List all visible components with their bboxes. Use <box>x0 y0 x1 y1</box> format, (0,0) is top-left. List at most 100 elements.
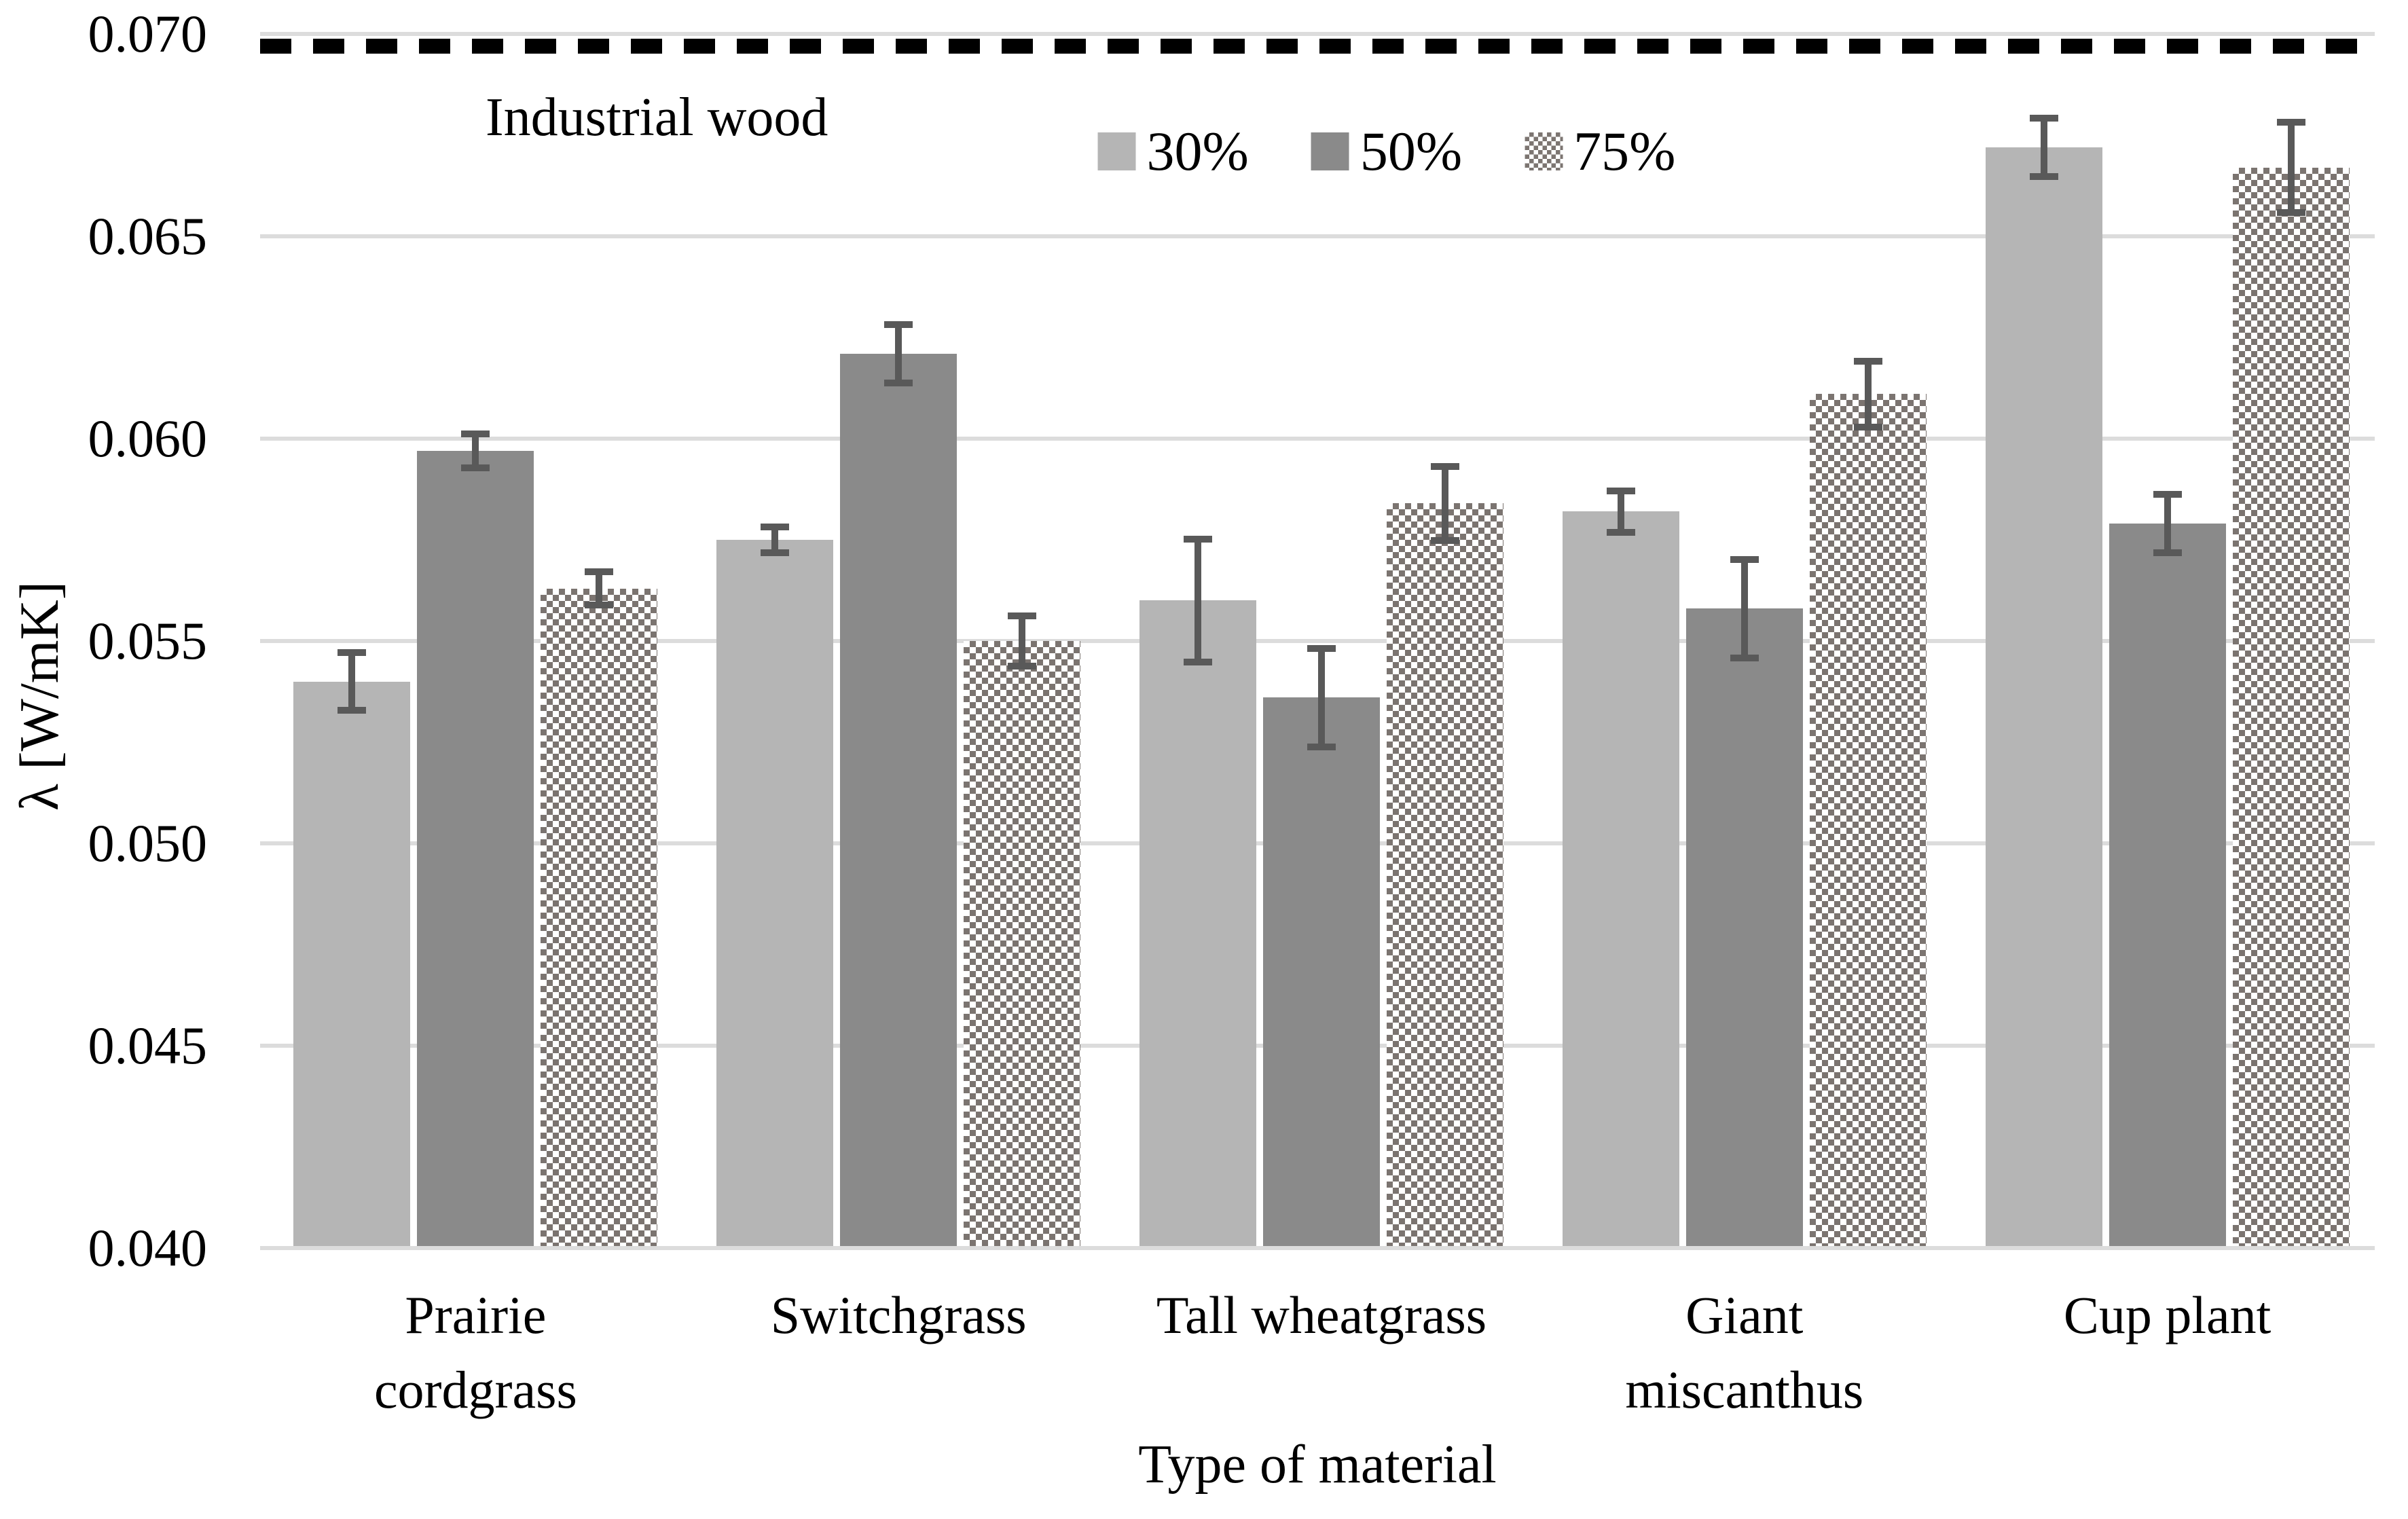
error-bar-stem <box>348 648 356 714</box>
gridline-0.065 <box>260 234 2375 238</box>
error-bar-cap-bottom <box>2276 209 2305 217</box>
error-bar-stem <box>2287 119 2295 217</box>
error-bar-cap-top <box>884 321 913 329</box>
error-bar-cap-top <box>2276 119 2305 126</box>
error-bar-50%-switchgrass <box>884 321 913 386</box>
x-category-label-line: Cup plant <box>2063 1285 2272 1344</box>
error-bar-cap-bottom <box>338 707 367 714</box>
error-bar-cap-top <box>461 431 490 438</box>
y-tick-label: 0.055 <box>88 611 208 670</box>
error-bar-stem <box>1019 612 1026 670</box>
legend: 30% 50% 75% <box>1097 120 1675 182</box>
x-category-label-line: Switchgrass <box>770 1285 1027 1344</box>
error-bar-cap-top <box>1184 536 1212 543</box>
error-bar-75%-prairie-cordgrass <box>585 568 614 609</box>
bar-30%-tall-wheatgrass <box>1139 600 1256 1250</box>
reference-line-label: Industrial wood <box>486 88 828 147</box>
error-bar-stem <box>2040 115 2047 180</box>
bar-50%-giant-miscanthus <box>1685 608 1803 1250</box>
x-category-label-cup-plant: Cup plant <box>1950 1278 2385 1353</box>
legend-label: 50% <box>1360 120 1463 182</box>
error-bar-cap-top <box>1730 555 1759 563</box>
x-category-label-giant-miscanthus: Giant miscanthus <box>1527 1278 1962 1427</box>
bar-30%-giant-miscanthus <box>1562 511 1679 1250</box>
x-axis-title: Type of material <box>1138 1435 1497 1495</box>
error-bar-cap-bottom <box>761 549 790 556</box>
error-bar-30%-prairie-cordgrass <box>338 648 367 714</box>
error-bar-50%-cup-plant <box>2153 491 2182 556</box>
error-bar-cap-top <box>2153 491 2182 498</box>
bar-50%-tall-wheatgrass <box>1263 697 1380 1250</box>
error-bar-stem <box>1864 357 1872 431</box>
error-bar-stem <box>1442 462 1448 544</box>
error-bar-75%-tall-wheatgrass <box>1431 462 1459 544</box>
x-category-label-tall-wheatgrass: Tall wheatgrass <box>1104 1278 1539 1353</box>
error-bar-50%-giant-miscanthus <box>1730 555 1759 661</box>
error-bar-50%-tall-wheatgrass <box>1307 644 1336 750</box>
legend-label: 30% <box>1146 120 1249 182</box>
error-bar-cap-bottom <box>1431 536 1459 544</box>
error-bar-cap-bottom <box>1307 743 1336 750</box>
bar-75%-cup-plant <box>2232 167 2350 1250</box>
x-category-label-line: Tall wheatgrass <box>1156 1285 1487 1344</box>
bar-75%-giant-miscanthus <box>1809 394 1927 1250</box>
gridline-0.040 <box>260 1246 2375 1250</box>
y-tick-label: 0.070 <box>88 4 208 63</box>
y-tick-label: 0.065 <box>88 206 208 266</box>
gridline-0.055 <box>260 639 2375 643</box>
error-bar-stem <box>1194 536 1201 665</box>
error-bar-cap-bottom <box>2029 172 2058 180</box>
error-bar-cap-bottom <box>1730 654 1759 661</box>
error-bar-stem <box>596 568 603 609</box>
legend-swatch-30%-icon <box>1097 132 1136 170</box>
x-category-label-prairie-cordgrass: Prairie cordgrass <box>258 1278 693 1427</box>
bar-50%-cup-plant <box>2109 524 2226 1250</box>
error-bar-cap-bottom <box>1853 424 1882 431</box>
error-bar-30%-tall-wheatgrass <box>1184 536 1212 665</box>
error-bar-cap-top <box>338 648 367 656</box>
error-bar-cap-top <box>1853 357 1882 365</box>
x-category-label-line: miscanthus <box>1625 1360 1864 1419</box>
y-tick-label: 0.050 <box>88 813 208 873</box>
error-bar-30%-giant-miscanthus <box>1606 487 1635 536</box>
error-bar-cap-top <box>1606 487 1635 494</box>
x-category-label-switchgrass: Switchgrass <box>681 1278 1116 1353</box>
legend-label: 75% <box>1573 120 1676 182</box>
reference-line-industrial-wood <box>260 38 2375 54</box>
error-bar-cap-bottom <box>2153 549 2182 556</box>
error-bar-cap-bottom <box>1606 529 1635 536</box>
error-bar-50%-prairie-cordgrass <box>461 431 490 471</box>
bar-50%-switchgrass <box>840 353 957 1250</box>
error-bar-75%-cup-plant <box>2276 119 2305 217</box>
error-bar-30%-cup-plant <box>2029 115 2058 180</box>
legend-item-75%: 75% <box>1525 124 1675 179</box>
legend-swatch-50%-icon <box>1311 132 1349 170</box>
bar-30%-cup-plant <box>1985 147 2102 1250</box>
error-bar-cap-bottom <box>1008 662 1037 670</box>
error-bar-stem <box>1318 644 1325 750</box>
error-bar-cap-bottom <box>585 602 614 609</box>
error-bar-stem <box>1740 555 1748 661</box>
legend-item-30%: 30% <box>1097 120 1249 182</box>
x-category-label-line: Giant <box>1685 1285 1804 1344</box>
error-bar-cap-top <box>761 524 790 531</box>
error-bar-30%-switchgrass <box>761 524 790 556</box>
x-category-label-line: Prairie <box>405 1285 547 1344</box>
bar-75%-switchgrass <box>964 641 1081 1250</box>
x-category-label-line: cordgrass <box>373 1360 577 1419</box>
error-bar-cap-top <box>1307 644 1336 652</box>
error-bar-cap-top <box>585 568 614 575</box>
error-bar-cap-bottom <box>1184 658 1212 665</box>
error-bar-cap-top <box>1431 462 1459 470</box>
y-tick-label: 0.060 <box>88 409 208 468</box>
error-bar-cap-top <box>2029 115 2058 122</box>
bar-75%-tall-wheatgrass <box>1387 503 1503 1250</box>
error-bar-cap-bottom <box>461 464 490 471</box>
legend-swatch-75%-pattern-icon <box>1525 132 1563 170</box>
error-bar-cap-bottom <box>884 379 913 386</box>
error-bar-75%-switchgrass <box>1008 612 1037 670</box>
gridline-0.060 <box>260 437 2375 441</box>
y-tick-label: 0.040 <box>88 1218 208 1277</box>
error-bar-cap-top <box>1008 612 1037 620</box>
